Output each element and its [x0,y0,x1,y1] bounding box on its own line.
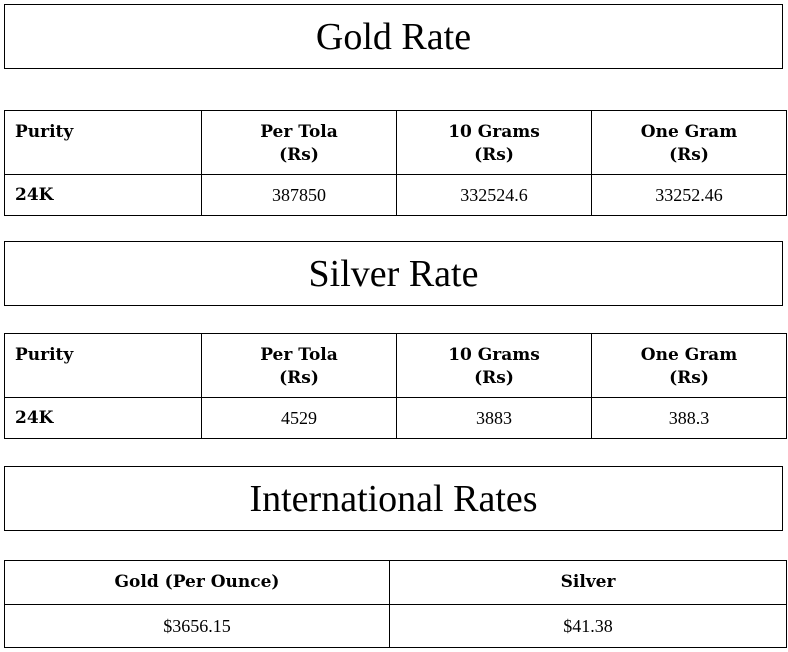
table-row: 24K 387850 332524.6 33252.46 [4,174,787,216]
gold-ounce-cell: $3656.15 [4,604,390,648]
gold-rate-table: Purity Per Tola (Rs) 10 Grams (Rs) One Gra… [4,110,787,216]
header-silver: Silver [389,560,787,605]
purity-cell: 24K [4,174,202,216]
silver-rate-table: Purity Per Tola (Rs) 10 Grams (Rs) One Gra… [4,333,787,439]
header-10-grams: 10 Grams (Rs) [396,333,592,398]
header-per-tola: Per Tola (Rs) [201,333,397,398]
10-grams-cell: 3883 [396,397,592,439]
table-header-row: Gold (Per Ounce) Silver [4,560,787,605]
table-row: 24K 4529 3883 388.3 [4,397,787,439]
gold-rate-title: Gold Rate [4,4,783,69]
header-purity: Purity [4,333,202,398]
header-gold-per-ounce: Gold (Per Ounce) [4,560,390,605]
10-grams-cell: 332524.6 [396,174,592,216]
purity-cell: 24K [4,397,202,439]
per-tola-cell: 4529 [201,397,397,439]
table-row: $3656.15 $41.38 [4,604,787,648]
table-header-row: Purity Per Tola (Rs) 10 Grams (Rs) One Gra… [4,110,787,175]
header-one-gram: One Gram (Rs) [591,333,787,398]
header-per-tola: Per Tola (Rs) [201,110,397,175]
header-purity: Purity [4,110,202,175]
silver-cell: $41.38 [389,604,787,648]
one-gram-cell: 388.3 [591,397,787,439]
header-one-gram: One Gram (Rs) [591,110,787,175]
international-rates-table: Gold (Per Ounce) Silver $3656.15 $41.38 [4,560,787,648]
table-header-row: Purity Per Tola (Rs) 10 Grams (Rs) One Gra… [4,333,787,398]
international-rates-title: International Rates [4,466,783,531]
header-10-grams: 10 Grams (Rs) [396,110,592,175]
per-tola-cell: 387850 [201,174,397,216]
silver-rate-title: Silver Rate [4,241,783,306]
one-gram-cell: 33252.46 [591,174,787,216]
